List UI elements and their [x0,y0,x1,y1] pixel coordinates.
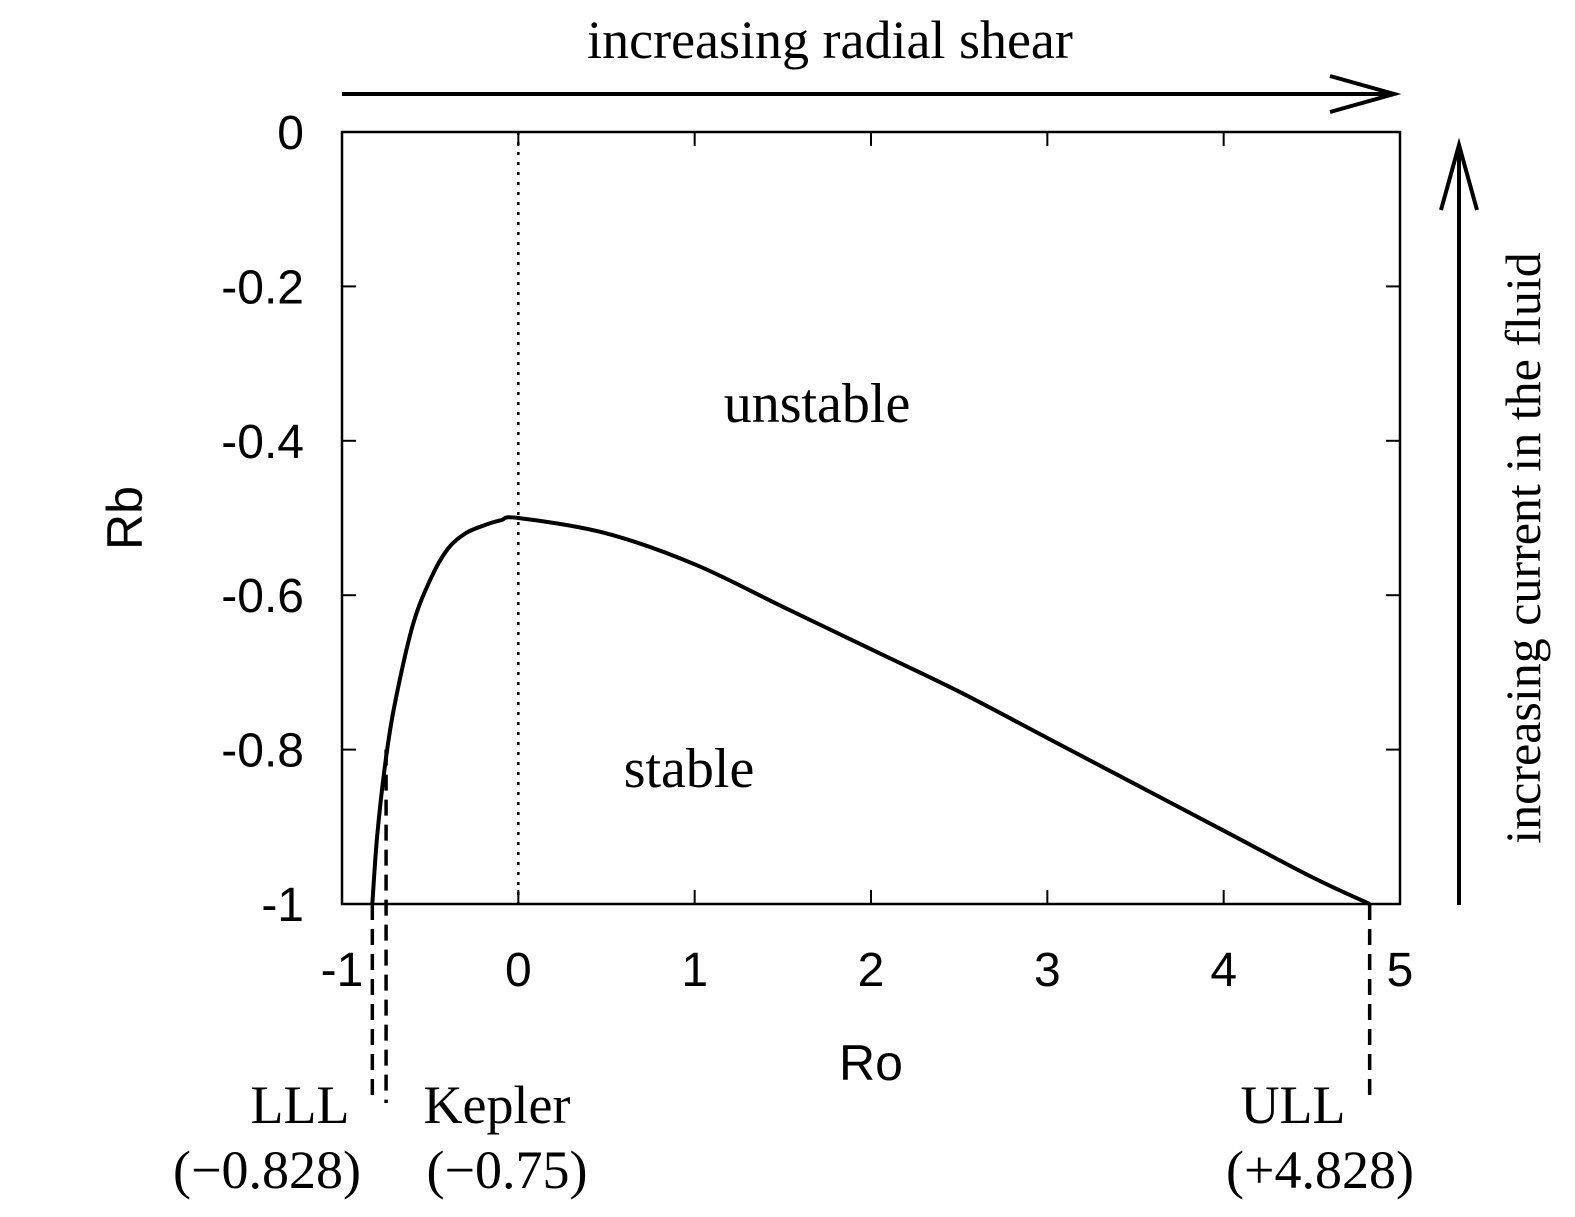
x-axis-label: Ro [839,1035,903,1091]
x-tick-label: 1 [681,944,708,997]
lll-label: LLL [251,1075,350,1135]
series-line [370,515,1371,906]
unstable-region-label: unstable [724,373,911,435]
kepler-value: (−0.75) [427,1140,588,1200]
series-group [370,515,1371,906]
lll-value: (−0.828) [173,1140,361,1200]
kepler-label: Kepler [424,1075,571,1135]
y-tick-label: 0 [277,107,304,160]
ull-value: (+4.828) [1226,1140,1414,1200]
right-annotation: increasing current in the fluid [1495,252,1551,843]
x-tick-label: 4 [1210,944,1237,997]
y-tick-label: -0.6 [221,570,304,623]
plot-frame [340,130,1402,906]
x-tick-label: 2 [858,944,885,997]
top-arrow [342,74,1402,114]
x-tick-label: -1 [321,944,364,997]
right-arrow [1439,137,1479,905]
y-tick-label: -1 [261,879,304,932]
x-tick-label: 3 [1034,944,1061,997]
y-tick-label: -0.4 [221,416,304,469]
x-tick-label: 0 [505,944,532,997]
stable-region-label: stable [624,738,755,800]
y-axis-label: Rb [97,486,153,550]
y-tick-label: -0.8 [221,725,304,778]
marker-lines [370,749,1372,1103]
y-tick-label: -0.2 [221,261,304,314]
ull-label: ULL [1241,1075,1346,1135]
y-ticks: 0 -0.2 -0.4 -0.6 -0.8 -1 [221,107,1400,932]
x-ticks: -1 0 1 2 3 4 5 [321,132,1414,997]
x-tick-label: 5 [1387,944,1414,997]
top-annotation: increasing radial shear [587,10,1073,70]
